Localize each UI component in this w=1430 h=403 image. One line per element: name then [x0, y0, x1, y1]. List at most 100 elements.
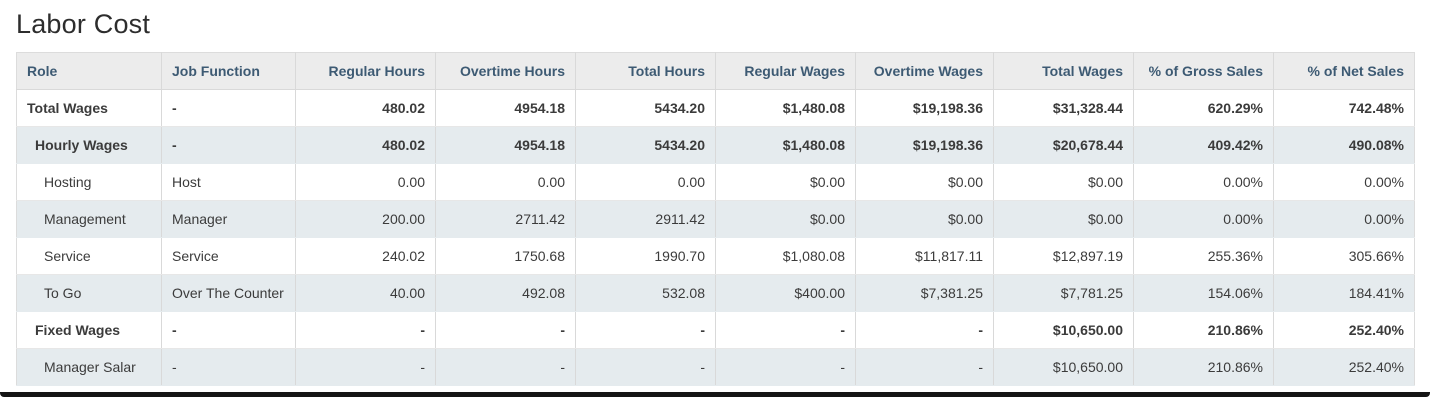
page-title: Labor Cost — [16, 9, 151, 39]
table-cell: 5434.20 — [575, 89, 716, 127]
table-cell: 1990.70 — [575, 237, 716, 275]
window-bottom-edge — [0, 392, 1430, 397]
table-row: Fixed Wages - - - - - - $10,650.00 210.86% 252.40… — [16, 311, 1415, 349]
table-cell: 492.08 — [435, 274, 576, 312]
table-cell: 1750.68 — [435, 237, 576, 275]
table-row: To Go Over The Counter 40.00 492.08 532.08 $4… — [16, 274, 1415, 312]
table-cell: 0.00% — [1273, 163, 1415, 201]
table-cell: 2711.42 — [435, 200, 576, 238]
table-cell: - — [161, 348, 296, 386]
column-header[interactable]: Regular Hours — [295, 52, 436, 90]
table-cell: $1,480.08 — [715, 89, 856, 127]
table-cell: $11,817.11 — [855, 237, 994, 275]
table-cell: 0.00% — [1273, 200, 1415, 238]
table-cell: $1,080.08 — [715, 237, 856, 275]
table-cell: Service — [161, 237, 296, 275]
column-header[interactable]: Role — [16, 52, 162, 90]
table-cell: 255.36% — [1133, 237, 1274, 275]
table-cell: $10,650.00 — [993, 311, 1134, 349]
table-cell: - — [295, 311, 436, 349]
table-cell: - — [715, 348, 856, 386]
table-cell: 742.48% — [1273, 89, 1415, 127]
table-cell: $1,480.08 — [715, 126, 856, 164]
table-cell: Fixed Wages — [16, 311, 162, 349]
table-cell: $0.00 — [715, 163, 856, 201]
column-header[interactable]: Total Wages — [993, 52, 1134, 90]
table-cell: $31,328.44 — [993, 89, 1134, 127]
table-cell: - — [161, 311, 296, 349]
table-cell: Service — [16, 237, 162, 275]
table-cell: $7,381.25 — [855, 274, 994, 312]
table-cell: - — [575, 311, 716, 349]
table-cell: Host — [161, 163, 296, 201]
table-cell: 154.06% — [1133, 274, 1274, 312]
table-cell: - — [855, 348, 994, 386]
table-row: Hourly Wages -480.02 4954.18 5434.20 $1,480.… — [16, 126, 1415, 164]
column-header[interactable]: % of Gross Sales — [1133, 52, 1274, 90]
table-cell: - — [295, 348, 436, 386]
table-cell: 480.02 — [295, 89, 436, 127]
table-cell: $400.00 — [715, 274, 856, 312]
table-row: Manager Salar - - - - - - $10,650.00 210.86% 252.… — [16, 348, 1415, 386]
table-row: Total Wages -480.02 4954.18 5434.20 $1,480.0… — [16, 89, 1415, 127]
table-body: Total Wages -480.02 4954.18 5434.20 $1,480.0… — [16, 89, 1415, 386]
table-cell: $0.00 — [993, 200, 1134, 238]
table-cell: 40.00 — [295, 274, 436, 312]
column-header[interactable]: Job Function — [161, 52, 296, 90]
table-cell: - — [161, 126, 296, 164]
table-cell: Manager Salar — [16, 348, 162, 386]
table-cell: 252.40% — [1273, 311, 1415, 349]
table-cell: Over The Counter — [161, 274, 296, 312]
table-cell: 200.00 — [295, 200, 436, 238]
table-cell: 4954.18 — [435, 126, 576, 164]
table-cell: 490.08% — [1273, 126, 1415, 164]
table-cell: $0.00 — [715, 200, 856, 238]
table-cell: $20,678.44 — [993, 126, 1134, 164]
table-cell: 305.66% — [1273, 237, 1415, 275]
table-cell: $19,198.36 — [855, 126, 994, 164]
table-cell: $0.00 — [993, 163, 1134, 201]
table-cell: $12,897.19 — [993, 237, 1134, 275]
column-header[interactable]: Overtime Hours — [435, 52, 576, 90]
table-cell: 0.00 — [575, 163, 716, 201]
table-cell: 0.00 — [435, 163, 576, 201]
table-cell: $19,198.36 — [855, 89, 994, 127]
table-cell: 532.08 — [575, 274, 716, 312]
column-header[interactable]: Overtime Wages — [855, 52, 994, 90]
table-row: Hosting Host 0.00 0.00 0.00 $0.00 $0.00 $0.00 0.… — [16, 163, 1415, 201]
table-cell: $7,781.25 — [993, 274, 1134, 312]
table-cell: - — [715, 311, 856, 349]
column-header[interactable]: % of Net Sales — [1273, 52, 1415, 90]
table-cell: $0.00 — [855, 200, 994, 238]
table-cell: $0.00 — [855, 163, 994, 201]
table-cell: 4954.18 — [435, 89, 576, 127]
table-cell: $10,650.00 — [993, 348, 1134, 386]
labor-cost-table: Role Job Function Regular Hours Overtime Ho… — [16, 52, 1415, 386]
table-header-row: Role Job Function Regular Hours Overtime Ho… — [16, 52, 1415, 90]
table-cell: Management — [16, 200, 162, 238]
column-header[interactable]: Total Hours — [575, 52, 716, 90]
table-cell: 252.40% — [1273, 348, 1415, 386]
table-cell: Total Wages — [16, 89, 162, 127]
table-cell: 0.00 — [295, 163, 436, 201]
table-cell: 210.86% — [1133, 348, 1274, 386]
table-cell: 0.00% — [1133, 163, 1274, 201]
table-cell: 0.00% — [1133, 200, 1274, 238]
table-cell: Manager — [161, 200, 296, 238]
table-cell: 5434.20 — [575, 126, 716, 164]
table-cell: Hourly Wages — [16, 126, 162, 164]
table-cell: 240.02 — [295, 237, 436, 275]
table-cell: - — [161, 89, 296, 127]
table-cell: To Go — [16, 274, 162, 312]
table-cell: - — [575, 348, 716, 386]
table-cell: - — [435, 311, 576, 349]
table-cell: 2911.42 — [575, 200, 716, 238]
table-header: Role Job Function Regular Hours Overtime Ho… — [16, 52, 1415, 90]
table-cell: - — [855, 311, 994, 349]
table-cell: 620.29% — [1133, 89, 1274, 127]
table-cell: 409.42% — [1133, 126, 1274, 164]
table-cell: Hosting — [16, 163, 162, 201]
column-header[interactable]: Regular Wages — [715, 52, 856, 90]
table-row: Service Service 240.02 1750.68 1990.70 $1,080… — [16, 237, 1415, 275]
table-cell: 210.86% — [1133, 311, 1274, 349]
